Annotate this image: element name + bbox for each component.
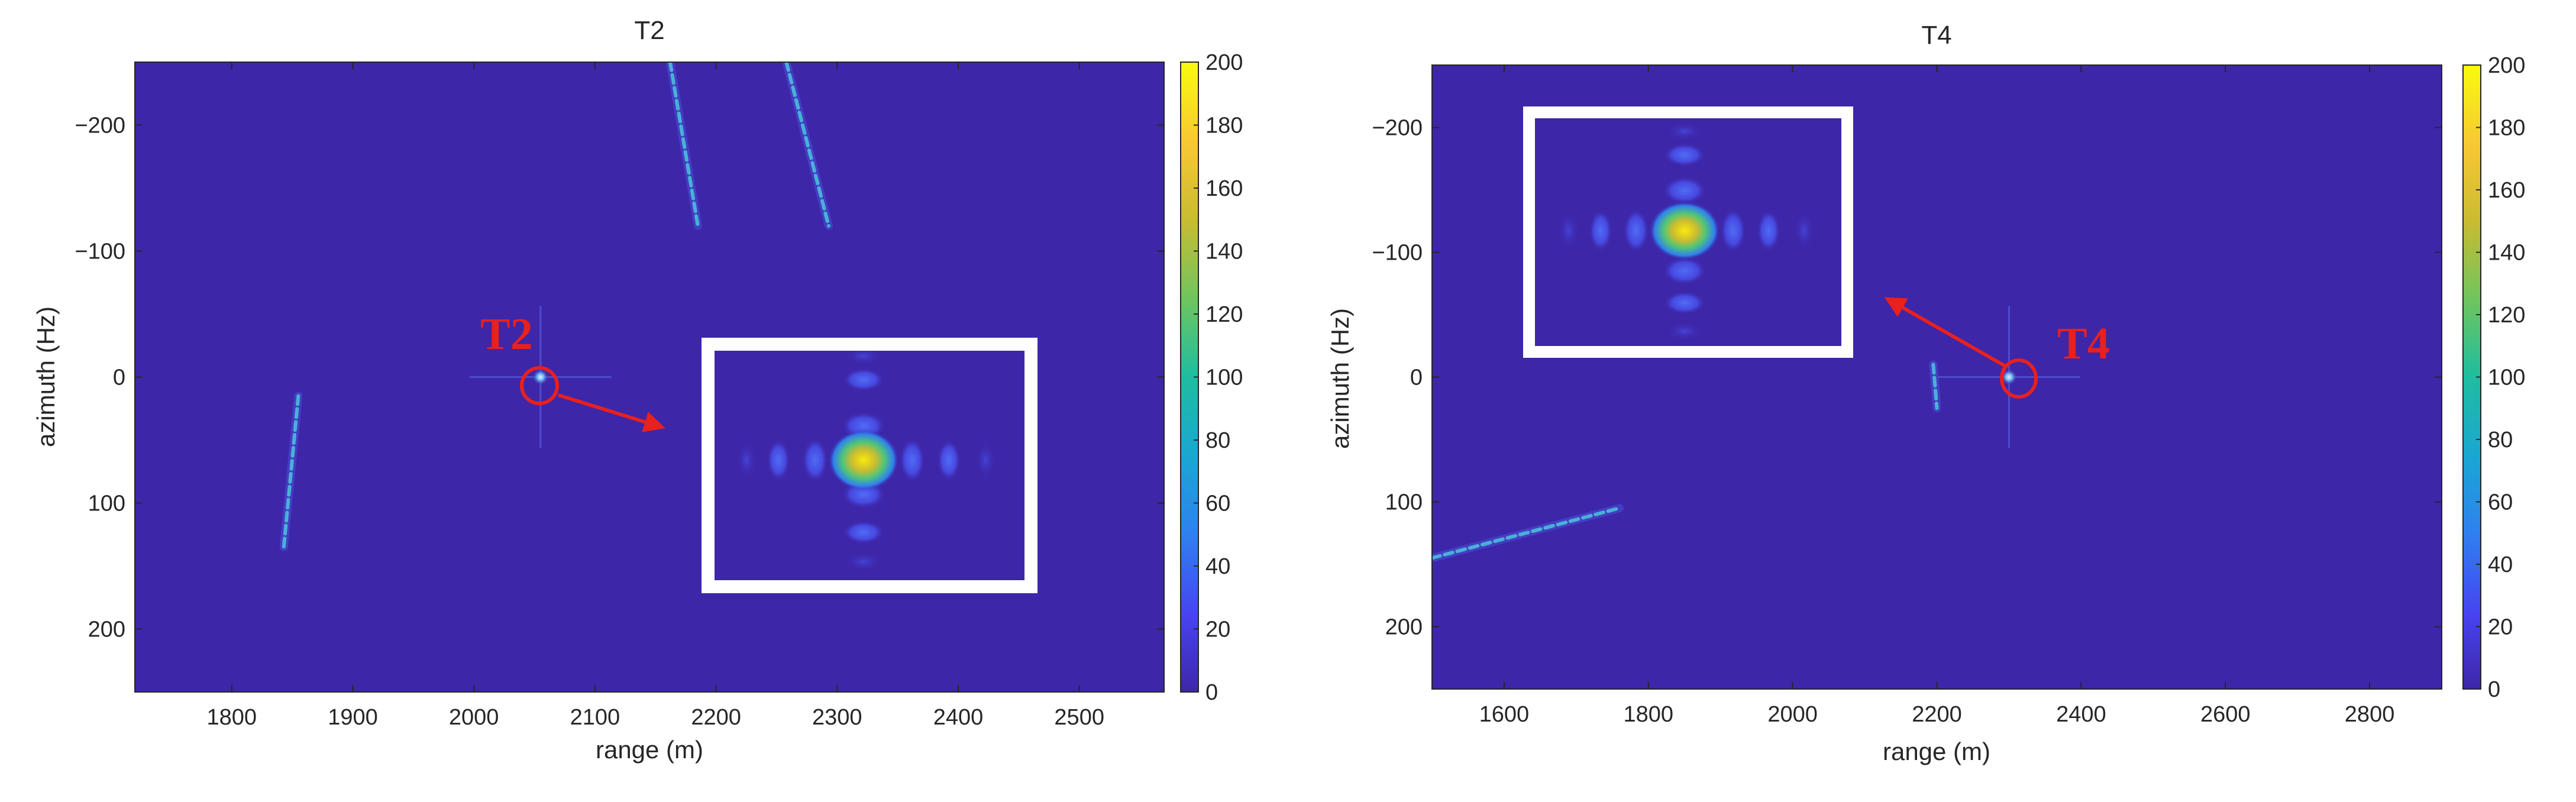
y-tick-label: −100: [1372, 241, 1423, 266]
heatmap-content: [1432, 306, 2080, 562]
y-axis-label: azimuth (Hz): [1326, 308, 1354, 449]
arrow: [558, 393, 665, 432]
colorbar-tick-label: 60: [2488, 490, 2513, 515]
colorbar-tick-label: 200: [1205, 50, 1243, 75]
colorbar-tick-label: 80: [1205, 428, 1230, 453]
panel-title: T4: [1921, 21, 1951, 50]
heatmap-panel-t4: T4 1600 1800 2000 2200 2400 2600 2800−200−1000…: [1326, 21, 2525, 765]
x-tick-label: 2000: [449, 705, 499, 730]
colorbar: 0 20 40 60 80 100 120 140 160 180 200: [2462, 53, 2525, 702]
colorbar-tick-label: 180: [2488, 116, 2525, 141]
streak-glow: [279, 392, 303, 552]
heatmap-panel-t2: T2 1800 1900 2000 2100 2200 2300 2400 2500−200−…: [32, 16, 1243, 764]
y-tick-label: 200: [88, 617, 125, 642]
streak-glow: [1432, 504, 1624, 562]
axis-ticks: 1600 1800 2000 2200 2400 2600 2800 −200 −100 0 100…: [1372, 65, 2442, 727]
y-tick-label: 100: [1385, 490, 1423, 515]
x-tick-label: 2300: [812, 705, 862, 730]
x-tick-label: 1800: [206, 705, 257, 730]
colorbar-tick-label: 100: [1205, 366, 1243, 390]
colorbar-tick-label: 140: [1205, 240, 1243, 264]
x-tick-label: 2500: [1054, 705, 1104, 730]
colorbar-tick-label: 160: [2488, 178, 2525, 203]
x-tick-label: 1900: [328, 705, 378, 730]
colorbar-tick-label: 40: [1205, 554, 1230, 579]
zoom-inset: [1523, 106, 1853, 358]
colorbar-tick-label: 120: [1205, 302, 1243, 327]
colorbar-tick-label: 180: [1205, 114, 1243, 138]
colorbar-tick-label: 100: [2488, 366, 2525, 390]
x-tick-label: 1800: [1624, 702, 1674, 727]
streak: [668, 62, 700, 228]
inset-peak: [828, 429, 899, 491]
target-point: [532, 368, 549, 386]
x-axis-label: range (m): [596, 736, 703, 764]
y-tick-label: 0: [1410, 366, 1423, 390]
streak: [282, 394, 300, 549]
y-tick-label: −200: [75, 114, 125, 138]
streak-glow: [1929, 360, 1941, 413]
colorbar-tick-label: 0: [2488, 677, 2500, 702]
y-axis-label: azimuth (Hz): [32, 306, 60, 447]
target-point: [2000, 368, 2018, 386]
inset-sidelobes: [736, 347, 996, 571]
streak: [1931, 363, 1939, 410]
x-tick-label: 2400: [933, 705, 984, 730]
target-marker-t2: T2: [480, 309, 665, 432]
x-tick-label: 2800: [2345, 702, 2395, 727]
target-marker-t4: T4: [1884, 297, 2110, 399]
colorbar-tick-label: 0: [1205, 680, 1218, 705]
y-tick-label: −100: [75, 240, 125, 264]
target-label: T4: [2057, 319, 2110, 368]
target-label: T2: [480, 309, 533, 359]
y-tick-label: 100: [88, 491, 125, 516]
x-tick-label: 1600: [1479, 702, 1530, 727]
y-tick-label: −200: [1372, 116, 1423, 141]
colorbar-tick-label: 20: [1205, 617, 1230, 642]
colorbar: 0 20 40 60 80 100 120 140 160 180 200: [1180, 50, 1243, 705]
x-tick-label: 2400: [2056, 702, 2106, 727]
colorbar-tick-label: 200: [2488, 53, 2525, 78]
colorbar-tick-label: 80: [2488, 428, 2513, 452]
axis-ticks: 1800 1900 2000 2100 2200 2300 2400 2500−200−100…: [75, 62, 1164, 730]
streak-glow: [665, 62, 702, 230]
x-tick-label: 2600: [2200, 702, 2251, 727]
x-tick-label: 2200: [1912, 702, 1962, 727]
x-axis-label: range (m): [1883, 738, 1990, 765]
x-tick-label: 2000: [1767, 702, 1818, 727]
zoom-inset: [702, 338, 1037, 593]
arrow: [1884, 297, 2008, 368]
colorbar-tick-label: 160: [1205, 176, 1243, 201]
colorbar-tick-label: 140: [2488, 241, 2525, 266]
colorbar-tick-label: 60: [1205, 491, 1230, 516]
colorbar-tick-label: 20: [2488, 615, 2513, 640]
y-tick-label: 0: [113, 366, 125, 390]
heatmap-content: [279, 62, 833, 552]
streak-glow: [782, 62, 833, 230]
x-tick-label: 2100: [570, 705, 620, 730]
inset-sidelobes: [1558, 122, 1815, 341]
streak: [1432, 506, 1622, 560]
y-tick-label: 200: [1385, 615, 1423, 640]
x-tick-label: 2200: [691, 705, 741, 730]
streak: [784, 62, 830, 228]
panel-title: T2: [634, 16, 664, 45]
inset-peak: [1649, 201, 1720, 260]
colorbar-tick-label: 120: [2488, 303, 2525, 328]
colorbar-tick-label: 40: [2488, 552, 2513, 577]
